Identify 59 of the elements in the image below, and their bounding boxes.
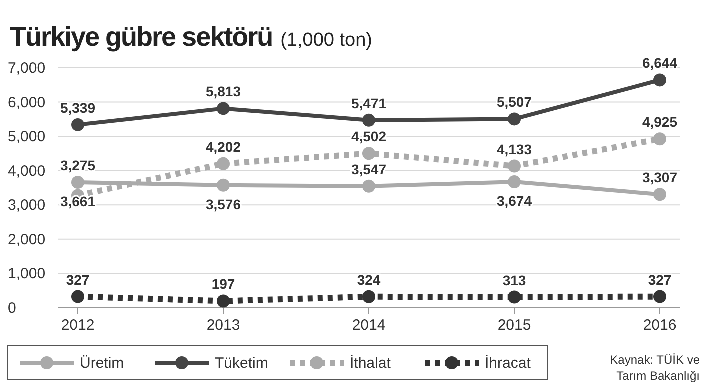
y-tick-label: 6,000	[8, 94, 46, 112]
data-label: 327	[648, 272, 672, 288]
y-tick-label: 7,000	[8, 60, 46, 77]
y-tick-label: 1,000	[8, 266, 46, 283]
text: Kaynak: TÜİK ve Tarım Bakanlığı	[610, 353, 700, 383]
point	[72, 290, 84, 304]
y-tick-label: 0	[8, 300, 16, 317]
data-label: 324	[357, 272, 381, 288]
point	[72, 176, 84, 189]
data-label: 5,507	[496, 94, 532, 110]
point	[654, 74, 666, 87]
data-label: 6,644	[642, 55, 678, 72]
chart-subtitle: (1,000 ton)	[280, 30, 372, 51]
data-label: 3,661	[60, 193, 96, 210]
data-label: 197	[212, 276, 236, 292]
chart-title: Türkiye gübre sektörü	[10, 22, 273, 52]
data-label: 327	[66, 272, 90, 288]
y-tick-label: 3,000	[8, 197, 46, 214]
point	[508, 176, 521, 189]
data-label: 3,275	[60, 157, 96, 174]
data-label: 4,133	[496, 141, 532, 158]
point	[72, 118, 84, 132]
data-label: 4,502	[351, 128, 387, 145]
point	[362, 147, 376, 160]
data-label: 5,813	[206, 84, 242, 100]
x-tick-label: 2014	[352, 317, 386, 334]
point	[217, 294, 230, 308]
data-label: 4,925	[642, 114, 678, 130]
legend-label: Tüketim	[215, 355, 268, 372]
x-tick-label: 2016	[643, 317, 677, 334]
data-label: 3,307	[642, 170, 678, 186]
data-label: 5,339	[60, 100, 96, 116]
point	[654, 290, 666, 304]
x-tick-label: 2012	[61, 317, 95, 334]
point	[217, 157, 230, 170]
data-label: 3,547	[351, 161, 387, 178]
legend-label: İthalat	[350, 354, 392, 372]
data-label: 3,576	[206, 196, 242, 212]
point	[508, 112, 521, 126]
y-tick-label: 5,000	[8, 128, 46, 146]
point	[362, 180, 376, 193]
point	[362, 290, 376, 304]
point	[508, 160, 521, 173]
point	[508, 290, 521, 304]
point	[654, 132, 666, 146]
point	[654, 188, 666, 202]
legend-label: Üretim	[80, 355, 124, 372]
data-label: 3,674	[496, 193, 532, 210]
legend-label: İhracat	[485, 354, 532, 372]
data-label: 5,471	[351, 95, 387, 112]
point	[217, 102, 230, 116]
point	[217, 178, 230, 192]
x-tick-label: 2013	[206, 317, 240, 334]
data-label: 313	[502, 272, 526, 288]
x-tick-label: 2015	[498, 317, 532, 334]
y-tick-label: 2,000	[8, 231, 46, 248]
data-label: 4,202	[206, 138, 242, 155]
point	[362, 114, 376, 127]
y-tick-label: 4,000	[8, 162, 46, 180]
